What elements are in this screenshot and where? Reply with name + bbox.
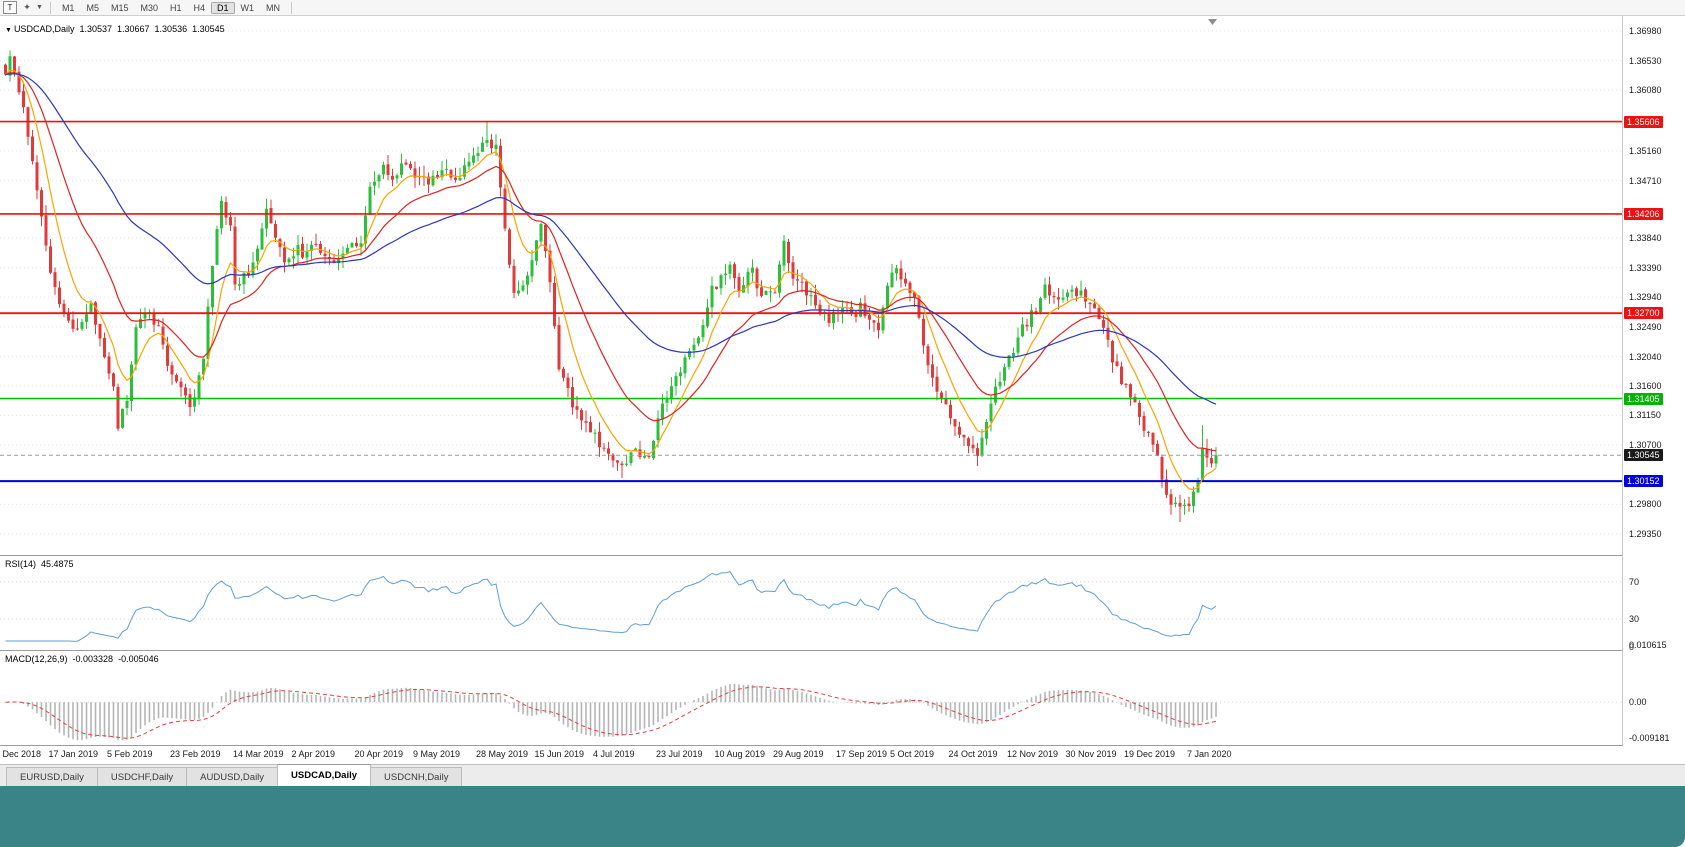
date-axis-label: 28 May 2019 — [476, 749, 529, 759]
price-level-badge: 1.31405 — [1624, 392, 1663, 405]
objects-tool-icon[interactable]: ✦ — [23, 2, 31, 12]
price-axis-label: 1.36080 — [1629, 85, 1662, 96]
macd-axis-label: 0.00 — [1629, 697, 1647, 708]
quote-close: 1.30545 — [192, 24, 225, 34]
date-axis-label: 10 Aug 2019 — [714, 749, 766, 759]
date-axis-label: 29 Dec 2018 — [0, 749, 42, 759]
macd-header: MACD(12,26,9) -0.003328 -0.005046 — [5, 654, 164, 664]
price-axis-label: 1.31150 — [1629, 410, 1661, 421]
timeframe-button-group: M1 M5 M15 M30 H1 H4 D1 W1 MN — [56, 1, 286, 14]
desktop-background — [0, 786, 1685, 847]
chart-tab-audusd[interactable]: AUDUSD,Daily — [186, 767, 279, 786]
date-axis-label: 5 Oct 2019 — [890, 749, 935, 759]
price-axis-label: 1.33390 — [1629, 262, 1662, 273]
date-axis-label: 29 Aug 2019 — [773, 749, 824, 759]
timeframe-button-m30[interactable]: M30 — [140, 2, 158, 13]
macd-value-signal: -0.005046 — [118, 654, 159, 664]
toolbar-separator — [49, 1, 51, 14]
rsi-axis-label: 30 — [1629, 614, 1640, 625]
price-axis-label: 1.32490 — [1629, 321, 1662, 332]
toolbar-separator — [291, 1, 293, 14]
date-axis-label: 4 Jul 2019 — [593, 749, 635, 759]
rsi-axis-label: 0 — [1629, 642, 1635, 652]
price-level-badge: 1.30545 — [1624, 449, 1663, 462]
macd-label: MACD(12,26,9) — [5, 654, 68, 664]
date-axis-label: 24 Oct 2019 — [948, 749, 998, 759]
price-level-badge: 1.32700 — [1624, 307, 1663, 320]
date-axis-label: 20 Apr 2019 — [354, 749, 404, 759]
timeframe-button-m1[interactable]: M1 — [61, 2, 75, 13]
chart-symbol-label: USDCAD,Daily — [13, 24, 75, 34]
date-axis[interactable]: 29 Dec 2018 17 Jan 2019 5 Feb 2019 23 Feb 2… — [0, 746, 1685, 764]
date-axis-label: 12 Nov 2019 — [1007, 749, 1059, 759]
rsi-value: 45.4875 — [41, 559, 74, 569]
date-axis-label: 23 Feb 2019 — [170, 749, 221, 759]
price-level-badge: 1.34206 — [1624, 207, 1663, 220]
price-axis[interactable]: 1.36980 1.36530 1.36080 1.35160 1.34710 1.338… — [1622, 16, 1685, 746]
price-axis-label: 1.33840 — [1629, 233, 1662, 243]
chart-shift-marker — [1208, 19, 1217, 25]
chart-title-row: ▼ USDCAD,Daily 1.30537 1.30667 1.30536 1.3054… — [5, 24, 230, 34]
macd-axis-label: 0.010615 — [1629, 640, 1667, 650]
timeframe-button-m15[interactable]: M15 — [110, 2, 129, 13]
date-axis-label: 17 Sep 2019 — [836, 749, 888, 759]
price-axis-label: 1.31600 — [1629, 380, 1662, 391]
price-level-badge: 1.30152 — [1624, 475, 1663, 488]
chart-tab-usdcad[interactable]: USDCAD,Daily — [277, 764, 372, 786]
price-level-badge: 1.35606 — [1624, 115, 1663, 128]
price-axis-label: 1.32940 — [1629, 292, 1662, 303]
price-axis-label: 1.36980 — [1629, 26, 1662, 36]
timeframe-button-h1[interactable]: H1 — [170, 2, 182, 13]
chart-plot-area[interactable] — [0, 16, 1622, 746]
price-axis-label: 1.29350 — [1629, 529, 1662, 539]
date-axis-label: 14 Mar 2019 — [233, 749, 284, 759]
date-axis-label: 19 Dec 2019 — [1124, 749, 1176, 759]
timeframe-button-w1[interactable]: W1 — [240, 2, 255, 13]
macd-axis-label: -0.009181 — [1629, 733, 1670, 743]
date-axis-label: 5 Feb 2019 — [107, 749, 153, 759]
date-axis-label: 7 Jan 2020 — [1187, 749, 1232, 759]
rsi-label: RSI(14) — [5, 559, 37, 569]
timeframe-button-h4[interactable]: H4 — [193, 2, 206, 13]
date-axis-label: 9 May 2019 — [413, 749, 461, 759]
price-axis-label: 1.35160 — [1629, 145, 1662, 156]
price-axis-label: 1.36530 — [1629, 55, 1662, 66]
top-toolbar: T ✦ ▼ M1 M5 M15 M30 H1 H4 D1 W1 MN — [0, 0, 1685, 16]
symbol-dropdown-icon[interactable]: ▼ — [5, 27, 12, 34]
chart-canvas[interactable] — [0, 16, 1622, 746]
price-axis-label: 1.29800 — [1629, 499, 1662, 510]
date-axis-label: 17 Jan 2019 — [48, 749, 99, 759]
macd-value-main: -0.003328 — [72, 654, 114, 664]
chart-tabbar: EURUSD,Daily USDCHF,Daily AUDUSD,Daily USDC… — [0, 764, 1685, 786]
quote-open: 1.30537 — [79, 24, 112, 34]
chart-tab-eurusd[interactable]: EURUSD,Daily — [6, 767, 98, 786]
timeframe-button-d1[interactable]: D1 — [211, 1, 235, 14]
date-axis-label: 23 Jul 2019 — [656, 749, 703, 759]
timeframe-button-mn[interactable]: MN — [266, 2, 281, 13]
price-axis-label: 1.32040 — [1629, 351, 1662, 362]
chevron-down-icon[interactable]: ▼ — [36, 4, 43, 11]
date-axis-label: 2 Apr 2019 — [291, 749, 336, 759]
rsi-axis-label: 70 — [1629, 576, 1640, 587]
chart-tab-usdcnh[interactable]: USDCNH,Daily — [370, 767, 463, 786]
price-axis-label: 1.34710 — [1629, 175, 1662, 186]
rsi-header: RSI(14) 45.4875 — [5, 559, 79, 569]
text-tool-button[interactable]: T — [3, 1, 17, 14]
price-axis-label: 1.30700 — [1629, 440, 1662, 450]
chart-tab-usdchf[interactable]: USDCHF,Daily — [96, 767, 188, 786]
quote-low: 1.30536 — [154, 24, 188, 34]
date-axis-label: 30 Nov 2019 — [1065, 749, 1117, 759]
date-axis-label: 15 Jun 2019 — [534, 749, 585, 759]
quote-high: 1.30667 — [117, 24, 150, 34]
timeframe-button-m5[interactable]: M5 — [86, 2, 99, 13]
